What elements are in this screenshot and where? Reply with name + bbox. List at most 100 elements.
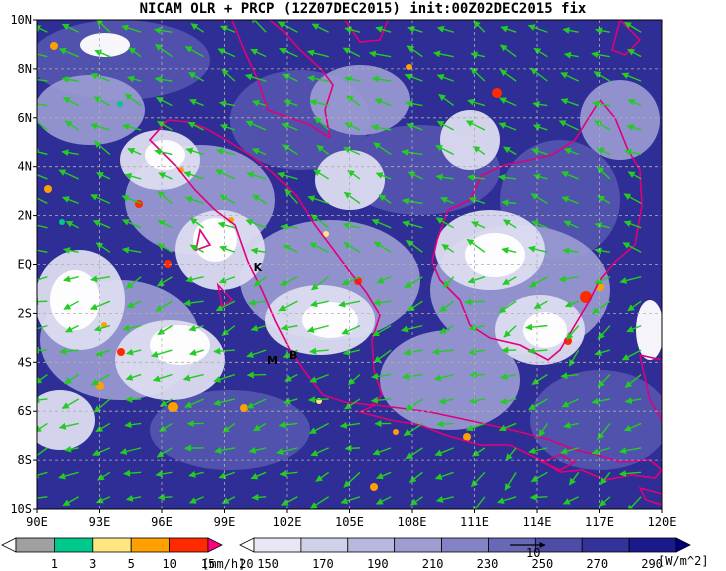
wind-arrow	[619, 276, 642, 284]
wind-arrow	[154, 148, 173, 156]
wind-arrow	[61, 76, 79, 83]
wind-arrow	[496, 496, 517, 505]
wind-arrow	[344, 122, 361, 131]
colorbar-label: 15	[201, 557, 215, 571]
wind-arrow	[282, 144, 298, 156]
wind-arrow	[341, 324, 361, 335]
wind-arrow	[307, 75, 329, 82]
wind-arrow	[403, 348, 423, 356]
wind-arrow	[122, 324, 142, 332]
wind-arrow	[439, 300, 455, 313]
wind-arrow	[374, 98, 392, 107]
wind-arrow	[61, 398, 80, 409]
wind-arrow	[563, 51, 579, 59]
wind-arrow	[244, 73, 267, 82]
wind-arrow	[278, 300, 298, 312]
wind-arrow	[188, 98, 204, 107]
wind-arrow	[37, 396, 48, 404]
wind-arrow	[215, 169, 236, 180]
wind-arrow	[250, 324, 267, 332]
wind-arrow	[431, 348, 454, 356]
wind-arrow	[371, 124, 392, 131]
wind-arrow	[124, 172, 142, 180]
wind-arrow	[626, 124, 642, 131]
wind-arrow	[62, 96, 79, 107]
wind-arrow	[307, 195, 329, 205]
wind-arrow	[470, 471, 486, 488]
wind-arrow	[121, 195, 142, 205]
wind-arrow	[248, 299, 267, 307]
wind-vector-field	[37, 20, 642, 509]
wind-arrow	[93, 324, 111, 332]
wind-arrow	[528, 245, 548, 253]
wind-arrow	[373, 349, 392, 363]
wind-arrow	[343, 191, 361, 204]
wind-arrow	[343, 471, 361, 488]
wind-arrow	[121, 24, 142, 33]
precipitation-colorbar: 1 3 5 10 15 20	[1, 537, 254, 571]
wind-arrow	[346, 95, 361, 107]
wind-arrow	[500, 373, 517, 380]
wind-arrow	[123, 469, 142, 477]
wind-arrow	[560, 72, 579, 82]
wind-arrow	[213, 373, 236, 383]
wind-arrow	[623, 220, 642, 229]
lon-tick-label: 108E	[398, 515, 427, 529]
wind-arrow	[37, 148, 48, 156]
wind-arrow	[189, 349, 204, 356]
wind-arrow	[155, 300, 173, 312]
wind-arrow	[626, 324, 642, 333]
wind-arrow	[64, 120, 80, 131]
wind-arrow	[591, 300, 611, 315]
wind-arrow	[58, 471, 79, 480]
wind-arrow	[310, 447, 329, 457]
wind-arrow	[408, 471, 423, 483]
wind-arrow	[150, 349, 173, 358]
wind-arrow	[248, 446, 267, 454]
colorbar-label: 150	[257, 557, 279, 571]
wind-arrow	[593, 71, 611, 82]
wind-arrow	[218, 276, 236, 284]
wind-arrow	[531, 220, 548, 229]
lon-tick-label: 99E	[214, 515, 236, 529]
wind-arrow	[217, 48, 236, 58]
place-label: M	[267, 354, 278, 367]
wind-arrow	[281, 122, 298, 131]
wind-arrow	[434, 471, 454, 480]
wind-arrow	[568, 471, 580, 486]
lat-tick-label: 8S	[18, 453, 32, 467]
wind-arrow	[530, 67, 548, 82]
wind-arrow	[499, 397, 517, 405]
wind-arrow	[627, 300, 642, 312]
wind-arrow	[407, 300, 423, 312]
wind-arrow	[127, 148, 142, 156]
wind-arrow	[436, 25, 454, 33]
wind-arrow	[440, 197, 454, 205]
wind-arrow	[564, 300, 579, 308]
wind-arrow	[342, 47, 361, 58]
wind-arrow	[307, 396, 329, 404]
wind-arrow	[529, 493, 548, 501]
wind-arrow	[253, 422, 267, 432]
wind-arrow	[58, 422, 79, 430]
wind-arrow	[435, 173, 454, 181]
wind-arrow	[37, 346, 48, 354]
wind-arrow	[62, 247, 79, 254]
wind-arrow	[156, 447, 173, 458]
wind-arrow	[89, 300, 111, 311]
wind-arrow	[61, 149, 79, 157]
wind-arrow	[344, 398, 361, 410]
wind-arrow	[93, 96, 111, 107]
wind-arrow	[499, 44, 517, 58]
wind-arrow	[466, 238, 486, 253]
colorbar-label: 1	[51, 557, 58, 571]
wind-arrow	[439, 325, 455, 334]
wind-arrow	[505, 447, 517, 461]
lon-tick-label: 111E	[460, 515, 489, 529]
wind-arrow	[220, 25, 236, 33]
wind-arrow	[251, 148, 267, 156]
wind-arrow	[121, 246, 142, 254]
wind-reference-vector: 10	[510, 542, 546, 560]
wind-arrow	[591, 51, 611, 59]
wind-reference-label: 10	[526, 546, 540, 560]
